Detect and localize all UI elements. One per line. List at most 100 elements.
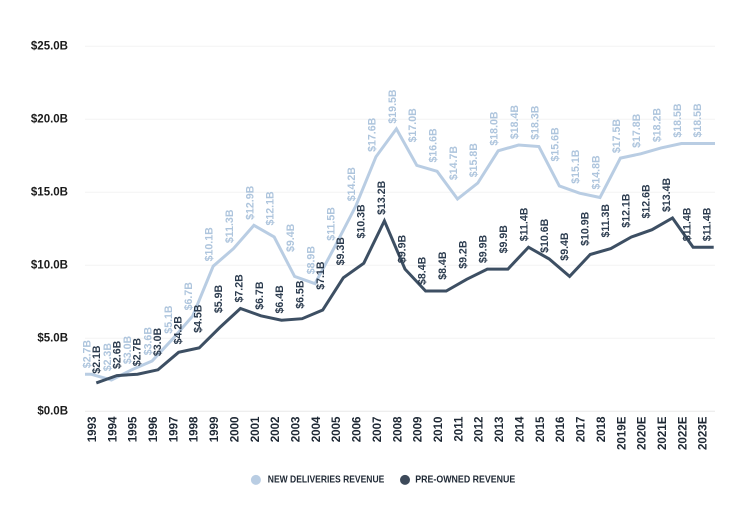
svg-text:$6.7B: $6.7B bbox=[183, 282, 195, 311]
svg-text:$17.8B: $17.8B bbox=[631, 113, 643, 148]
svg-text:$14.7B: $14.7B bbox=[448, 146, 460, 181]
svg-text:1997: 1997 bbox=[167, 417, 180, 443]
svg-text:2020E: 2020E bbox=[636, 416, 649, 450]
svg-text:$8.4B: $8.4B bbox=[437, 251, 449, 280]
svg-text:$17.0B: $17.0B bbox=[407, 108, 419, 143]
svg-text:2009: 2009 bbox=[412, 416, 425, 442]
svg-text:$3.0B: $3.0B bbox=[122, 335, 134, 364]
svg-text:$9.2B: $9.2B bbox=[457, 240, 469, 269]
svg-text:2010: 2010 bbox=[432, 417, 445, 443]
svg-text:$6.5B: $6.5B bbox=[295, 280, 307, 309]
svg-text:$5.1B: $5.1B bbox=[163, 305, 175, 334]
svg-text:$9.9B: $9.9B bbox=[498, 225, 510, 254]
svg-text:$10.0B: $10.0B bbox=[31, 259, 68, 271]
svg-text:$18.0B: $18.0B bbox=[489, 111, 501, 146]
svg-text:$3.0B: $3.0B bbox=[152, 327, 164, 356]
svg-text:2016: 2016 bbox=[554, 416, 567, 442]
svg-text:$18.4B: $18.4B bbox=[509, 105, 521, 140]
svg-text:$18.2B: $18.2B bbox=[652, 108, 664, 143]
svg-text:$11.5B: $11.5B bbox=[326, 207, 338, 241]
svg-text:$20.0B: $20.0B bbox=[31, 113, 68, 125]
svg-text:$11.3B: $11.3B bbox=[224, 209, 236, 243]
svg-text:$15.8B: $15.8B bbox=[468, 143, 480, 178]
svg-text:$13.4B: $13.4B bbox=[661, 177, 673, 212]
svg-text:2014: 2014 bbox=[514, 416, 527, 442]
svg-text:2019E: 2019E bbox=[615, 416, 628, 450]
svg-text:$9.3B: $9.3B bbox=[335, 237, 347, 266]
svg-text:$15.0B: $15.0B bbox=[31, 186, 68, 198]
svg-text:$15.1B: $15.1B bbox=[570, 149, 582, 184]
svg-text:$12.1B: $12.1B bbox=[265, 191, 277, 226]
svg-text:1994: 1994 bbox=[106, 416, 119, 442]
svg-text:2013: 2013 bbox=[493, 416, 506, 442]
svg-text:$16.6B: $16.6B bbox=[428, 128, 440, 163]
svg-text:$10.3B: $10.3B bbox=[356, 204, 368, 239]
svg-text:$8.9B: $8.9B bbox=[305, 246, 317, 275]
svg-text:2017: 2017 bbox=[575, 417, 588, 443]
svg-text:$2.7B: $2.7B bbox=[132, 338, 144, 367]
svg-text:2018: 2018 bbox=[595, 416, 608, 442]
svg-text:$4.2B: $4.2B bbox=[172, 316, 184, 345]
svg-text:$9.4B: $9.4B bbox=[559, 232, 571, 261]
svg-text:$5.9B: $5.9B bbox=[213, 284, 225, 313]
svg-text:$17.5B: $17.5B bbox=[611, 119, 623, 154]
svg-text:$12.6B: $12.6B bbox=[641, 184, 653, 219]
svg-text:$0.0B: $0.0B bbox=[37, 405, 68, 417]
svg-text:2011: 2011 bbox=[452, 416, 465, 442]
svg-text:$15.6B: $15.6B bbox=[550, 127, 562, 162]
svg-text:$11.3B: $11.3B bbox=[600, 204, 612, 238]
svg-text:2012: 2012 bbox=[473, 417, 486, 443]
svg-text:2004: 2004 bbox=[310, 416, 323, 442]
svg-text:1998: 1998 bbox=[188, 416, 201, 442]
svg-text:2002: 2002 bbox=[269, 417, 282, 443]
svg-text:2000: 2000 bbox=[228, 417, 241, 443]
svg-text:$4.5B: $4.5B bbox=[193, 304, 205, 333]
svg-text:$9.4B: $9.4B bbox=[285, 223, 297, 252]
svg-text:2001: 2001 bbox=[249, 416, 262, 442]
svg-text:$19.5B: $19.5B bbox=[387, 89, 399, 124]
svg-text:1999: 1999 bbox=[208, 416, 221, 442]
svg-text:$9.9B: $9.9B bbox=[396, 234, 408, 263]
svg-text:2005: 2005 bbox=[330, 416, 343, 442]
svg-text:2007: 2007 bbox=[371, 417, 384, 443]
svg-text:PRE-OWNED REVENUE: PRE-OWNED REVENUE bbox=[415, 474, 515, 485]
svg-text:$17.6B: $17.6B bbox=[366, 117, 378, 152]
svg-text:NEW DELIVERIES REVENUE: NEW DELIVERIES REVENUE bbox=[268, 474, 385, 485]
svg-text:$2.1B: $2.1B bbox=[91, 345, 103, 374]
svg-text:$2.7B: $2.7B bbox=[81, 340, 93, 369]
svg-text:2023E: 2023E bbox=[697, 416, 710, 450]
svg-text:$11.4B: $11.4B bbox=[681, 207, 693, 241]
svg-text:2021E: 2021E bbox=[656, 416, 669, 450]
svg-text:$2.6B: $2.6B bbox=[111, 340, 123, 369]
svg-text:$12.9B: $12.9B bbox=[244, 185, 256, 220]
svg-text:2022E: 2022E bbox=[676, 416, 689, 450]
svg-text:$14.8B: $14.8B bbox=[590, 155, 602, 190]
svg-text:$7.1B: $7.1B bbox=[315, 261, 327, 290]
svg-text:$10.6B: $10.6B bbox=[539, 218, 551, 253]
svg-text:$25.0B: $25.0B bbox=[31, 40, 68, 52]
svg-text:$7.2B: $7.2B bbox=[233, 274, 245, 303]
svg-text:$6.4B: $6.4B bbox=[274, 285, 286, 314]
svg-text:2003: 2003 bbox=[290, 416, 303, 442]
svg-text:$10.9B: $10.9B bbox=[580, 211, 592, 246]
svg-text:$14.2B: $14.2B bbox=[346, 167, 358, 202]
svg-text:$8.4B: $8.4B bbox=[417, 256, 429, 285]
svg-text:$18.5B: $18.5B bbox=[692, 103, 704, 138]
svg-text:$11.4B: $11.4B bbox=[519, 207, 531, 241]
svg-text:$18.3B: $18.3B bbox=[529, 105, 541, 140]
svg-text:$9.9B: $9.9B bbox=[478, 234, 490, 263]
svg-text:1993: 1993 bbox=[86, 416, 99, 442]
svg-text:$10.1B: $10.1B bbox=[204, 227, 216, 262]
svg-text:$2.3B: $2.3B bbox=[102, 343, 114, 372]
svg-text:1996: 1996 bbox=[147, 416, 160, 442]
svg-text:$12.1B: $12.1B bbox=[620, 193, 632, 228]
svg-text:2015: 2015 bbox=[534, 416, 547, 442]
svg-text:$5.0B: $5.0B bbox=[37, 332, 68, 344]
svg-text:$18.5B: $18.5B bbox=[672, 103, 684, 138]
svg-text:$3.6B: $3.6B bbox=[143, 327, 155, 356]
svg-text:2008: 2008 bbox=[391, 416, 404, 442]
svg-text:$13.2B: $13.2B bbox=[376, 180, 388, 215]
svg-text:$6.7B: $6.7B bbox=[254, 281, 266, 310]
svg-text:1995: 1995 bbox=[127, 416, 140, 442]
svg-text:$11.4B: $11.4B bbox=[702, 207, 714, 241]
